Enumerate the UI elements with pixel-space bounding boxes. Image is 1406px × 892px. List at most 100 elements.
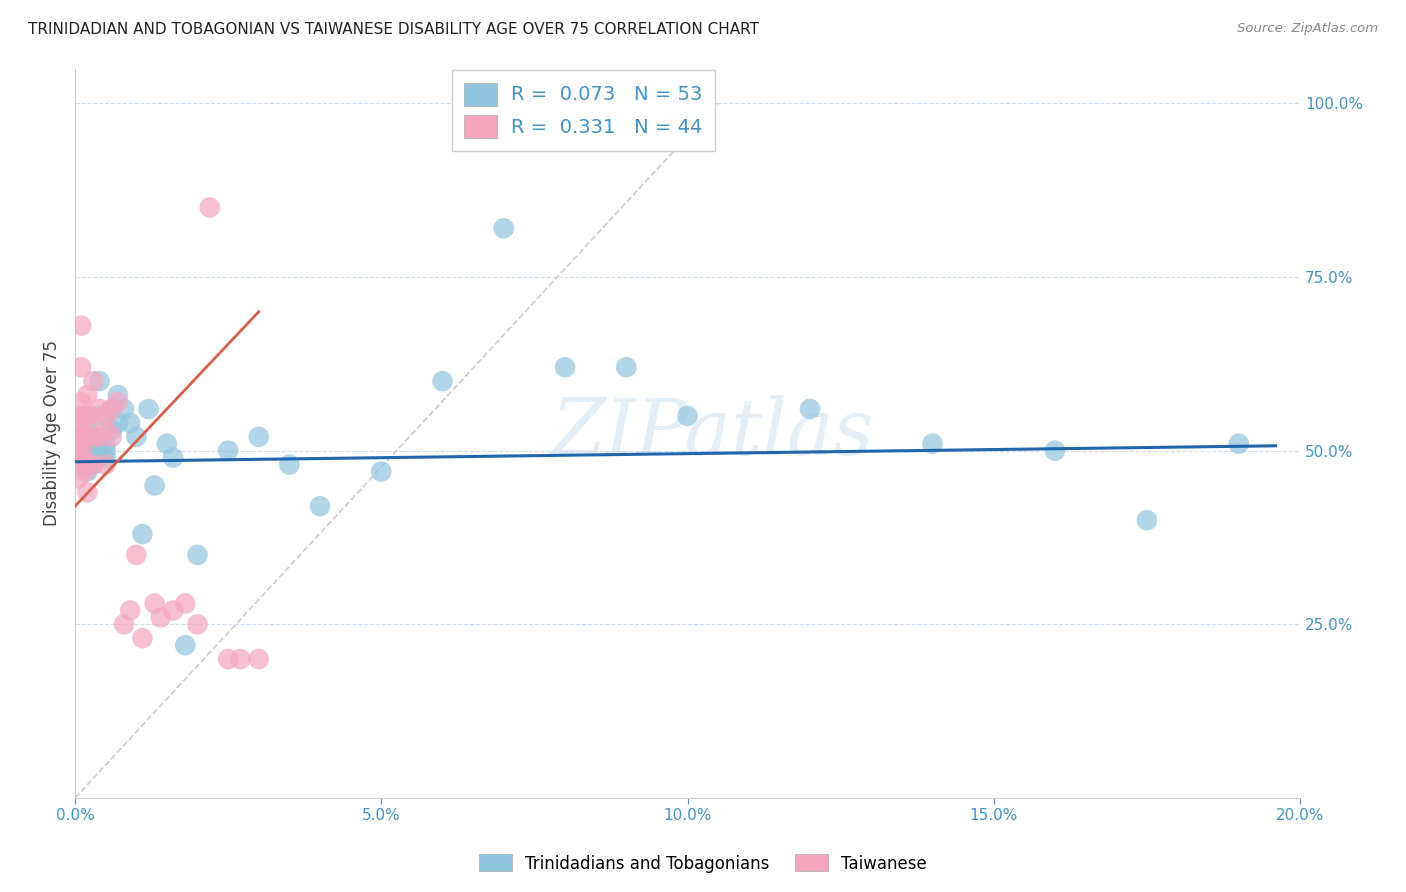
Point bbox=[89, 401, 111, 416]
Point bbox=[76, 458, 98, 472]
Point bbox=[72, 443, 94, 458]
Text: Source: ZipAtlas.com: Source: ZipAtlas.com bbox=[1237, 22, 1378, 36]
Point bbox=[82, 430, 104, 444]
Point bbox=[76, 409, 98, 423]
Point bbox=[198, 201, 221, 215]
Point bbox=[112, 401, 135, 416]
Point bbox=[76, 436, 98, 450]
Legend: Trinidadians and Tobagonians, Taiwanese: Trinidadians and Tobagonians, Taiwanese bbox=[472, 847, 934, 880]
Point bbox=[76, 465, 98, 479]
Point bbox=[82, 436, 104, 450]
Point bbox=[107, 416, 129, 430]
Point bbox=[112, 617, 135, 632]
Point bbox=[143, 597, 166, 611]
Point bbox=[131, 632, 153, 646]
Point bbox=[76, 430, 98, 444]
Point bbox=[125, 430, 148, 444]
Point bbox=[72, 443, 94, 458]
Point bbox=[131, 527, 153, 541]
Point bbox=[186, 548, 208, 562]
Text: ZIPatlas: ZIPatlas bbox=[551, 395, 873, 472]
Point bbox=[76, 388, 98, 402]
Point bbox=[69, 436, 91, 450]
Point bbox=[76, 458, 98, 472]
Point bbox=[107, 388, 129, 402]
Point bbox=[70, 430, 93, 444]
Point bbox=[100, 430, 122, 444]
Point bbox=[370, 465, 392, 479]
Point bbox=[143, 478, 166, 492]
Point bbox=[82, 374, 104, 388]
Point bbox=[70, 443, 93, 458]
Point bbox=[100, 401, 122, 416]
Point bbox=[89, 430, 111, 444]
Point bbox=[67, 471, 90, 485]
Point bbox=[82, 430, 104, 444]
Point bbox=[1043, 443, 1066, 458]
Point bbox=[94, 450, 117, 465]
Point bbox=[162, 450, 184, 465]
Point bbox=[554, 360, 576, 375]
Point bbox=[676, 409, 699, 423]
Point bbox=[73, 436, 96, 450]
Point bbox=[76, 443, 98, 458]
Point bbox=[309, 500, 332, 514]
Point bbox=[614, 360, 637, 375]
Point bbox=[149, 610, 172, 624]
Point bbox=[82, 458, 104, 472]
Point bbox=[94, 436, 117, 450]
Point bbox=[70, 450, 93, 465]
Point bbox=[89, 409, 111, 423]
Point bbox=[79, 409, 101, 423]
Point bbox=[120, 416, 142, 430]
Point bbox=[120, 603, 142, 617]
Point bbox=[76, 485, 98, 500]
Point bbox=[107, 395, 129, 409]
Point bbox=[156, 436, 179, 450]
Point bbox=[247, 430, 270, 444]
Point bbox=[94, 443, 117, 458]
Point bbox=[67, 409, 90, 423]
Point bbox=[70, 395, 93, 409]
Point bbox=[1227, 436, 1250, 450]
Point bbox=[73, 409, 96, 423]
Point bbox=[89, 374, 111, 388]
Text: TRINIDADIAN AND TOBAGONIAN VS TAIWANESE DISABILITY AGE OVER 75 CORRELATION CHART: TRINIDADIAN AND TOBAGONIAN VS TAIWANESE … bbox=[28, 22, 759, 37]
Point bbox=[100, 401, 122, 416]
Y-axis label: Disability Age Over 75: Disability Age Over 75 bbox=[44, 340, 60, 526]
Point bbox=[1136, 513, 1159, 527]
Point bbox=[73, 465, 96, 479]
Point bbox=[94, 458, 117, 472]
Point bbox=[125, 548, 148, 562]
Point bbox=[67, 443, 90, 458]
Point bbox=[73, 450, 96, 465]
Point bbox=[174, 597, 197, 611]
Legend: R =  0.073   N = 53, R =  0.331   N = 44: R = 0.073 N = 53, R = 0.331 N = 44 bbox=[451, 70, 716, 151]
Point bbox=[138, 401, 160, 416]
Point bbox=[186, 617, 208, 632]
Point bbox=[70, 318, 93, 333]
Point bbox=[217, 652, 239, 666]
Point bbox=[69, 443, 91, 458]
Point bbox=[79, 443, 101, 458]
Point bbox=[89, 443, 111, 458]
Point bbox=[247, 652, 270, 666]
Point bbox=[67, 430, 90, 444]
Point bbox=[278, 458, 301, 472]
Point bbox=[174, 638, 197, 652]
Point bbox=[94, 423, 117, 437]
Point bbox=[229, 652, 252, 666]
Point bbox=[100, 423, 122, 437]
Point bbox=[76, 423, 98, 437]
Point bbox=[66, 430, 89, 444]
Point bbox=[799, 401, 821, 416]
Point bbox=[82, 458, 104, 472]
Point bbox=[162, 603, 184, 617]
Point bbox=[66, 443, 89, 458]
Point bbox=[432, 374, 454, 388]
Point bbox=[492, 221, 515, 235]
Point bbox=[94, 409, 117, 423]
Point bbox=[70, 416, 93, 430]
Point bbox=[217, 443, 239, 458]
Point bbox=[921, 436, 943, 450]
